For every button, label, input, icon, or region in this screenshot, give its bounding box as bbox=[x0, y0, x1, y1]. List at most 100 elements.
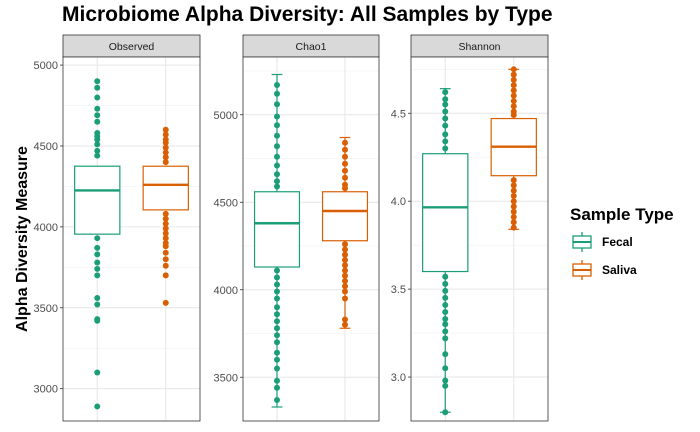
outlier-point-fecal bbox=[442, 89, 449, 96]
outlier-point-fecal bbox=[94, 105, 101, 112]
outlier-point-saliva bbox=[342, 267, 348, 274]
facet-label-chao1: Chao1 bbox=[296, 41, 327, 53]
outlier-point-fecal bbox=[442, 122, 449, 129]
outlier-point-saliva bbox=[342, 246, 348, 253]
outlier-point-saliva bbox=[342, 316, 348, 323]
outlier-point-fecal bbox=[274, 332, 280, 339]
outlier-point-saliva bbox=[162, 126, 169, 133]
outlier-point-saliva bbox=[342, 272, 348, 279]
outlier-point-saliva bbox=[342, 257, 348, 263]
outlier-point-fecal bbox=[274, 267, 280, 274]
outlier-point-fecal bbox=[94, 152, 101, 159]
outlier-point-fecal bbox=[274, 397, 280, 403]
y-tick-label: 4000 bbox=[34, 222, 58, 234]
y-tick-label: 4500 bbox=[214, 197, 238, 209]
outlier-point-saliva bbox=[162, 272, 169, 279]
outlier-point-saliva bbox=[162, 144, 169, 151]
outlier-point-fecal bbox=[442, 351, 449, 358]
outlier-point-saliva bbox=[162, 210, 169, 217]
y-tick-label: 5000 bbox=[214, 110, 238, 122]
outlier-point-fecal bbox=[442, 377, 449, 384]
box-fecal bbox=[74, 165, 121, 235]
outlier-point-fecal bbox=[442, 301, 449, 308]
outlier-point-fecal bbox=[442, 287, 449, 294]
outlier-point-saliva bbox=[162, 159, 169, 166]
outlier-point-saliva bbox=[510, 177, 517, 184]
outlier-point-saliva bbox=[342, 174, 348, 181]
outlier-point-fecal bbox=[94, 369, 101, 376]
y-tick-label: 4500 bbox=[34, 141, 58, 153]
outlier-point-fecal bbox=[274, 162, 280, 169]
outlier-point-fecal bbox=[274, 101, 280, 108]
outlier-point-fecal bbox=[274, 171, 280, 178]
outlier-point-saliva bbox=[342, 288, 348, 295]
outlier-point-fecal bbox=[274, 132, 280, 139]
panel-border bbox=[410, 56, 549, 422]
outlier-point-fecal bbox=[274, 178, 280, 185]
outlier-point-fecal bbox=[94, 112, 101, 119]
outlier-point-fecal bbox=[274, 318, 280, 325]
outlier-point-saliva bbox=[342, 160, 348, 167]
outlier-point-fecal bbox=[94, 235, 101, 242]
outlier-point-saliva bbox=[510, 66, 517, 73]
outlier-point-fecal bbox=[94, 301, 101, 308]
outlier-point-fecal bbox=[274, 153, 280, 160]
outlier-point-fecal bbox=[274, 339, 280, 346]
outlier-point-fecal bbox=[94, 118, 101, 125]
outlier-point-fecal bbox=[94, 251, 101, 258]
legend: Sample Type Fecal Saliva bbox=[570, 205, 674, 281]
outlier-point-saliva bbox=[510, 76, 517, 83]
outlier-point-fecal bbox=[274, 365, 280, 372]
outlier-point-fecal bbox=[94, 295, 101, 302]
box-saliva bbox=[142, 165, 189, 211]
legend-label-fecal: Fecal bbox=[602, 235, 633, 249]
outlier-point-saliva bbox=[162, 256, 169, 263]
outlier-point-fecal bbox=[94, 317, 101, 324]
outlier-point-saliva bbox=[510, 92, 517, 99]
y-tick-label: 3000 bbox=[34, 384, 58, 396]
outlier-point-fecal bbox=[94, 272, 101, 279]
outlier-point-fecal bbox=[442, 145, 449, 152]
outlier-point-saliva bbox=[510, 187, 517, 194]
facet-label-shannon: Shannon bbox=[458, 41, 500, 53]
outlier-point-fecal bbox=[442, 108, 449, 115]
box-fecal bbox=[422, 153, 469, 273]
outlier-point-fecal bbox=[274, 90, 280, 97]
outlier-point-saliva bbox=[510, 82, 517, 89]
outlier-point-fecal bbox=[274, 325, 280, 332]
outlier-point-fecal bbox=[94, 84, 101, 91]
outlier-point-fecal bbox=[274, 288, 280, 295]
outlier-point-saliva bbox=[342, 185, 348, 192]
legend-item-saliva: Saliva bbox=[570, 259, 674, 281]
box-saliva bbox=[321, 191, 369, 242]
outlier-point-saliva bbox=[162, 262, 169, 269]
outlier-point-fecal bbox=[442, 328, 449, 335]
outlier-point-saliva bbox=[510, 97, 517, 104]
outlier-point-saliva bbox=[510, 112, 517, 119]
outlier-point-fecal bbox=[442, 335, 449, 342]
outlier-point-saliva bbox=[342, 262, 348, 269]
outlier-point-saliva bbox=[162, 299, 169, 306]
outlier-point-saliva bbox=[342, 139, 348, 146]
y-tick-label: 4.0 bbox=[391, 196, 406, 208]
outlier-point-saliva bbox=[162, 225, 169, 232]
box-fecal bbox=[253, 191, 301, 268]
outlier-point-saliva bbox=[342, 251, 348, 258]
outlier-point-saliva bbox=[510, 214, 517, 221]
outlier-point-fecal bbox=[94, 78, 101, 85]
outlier-point-fecal bbox=[94, 147, 101, 154]
outlier-point-fecal bbox=[274, 274, 280, 281]
legend-item-fecal: Fecal bbox=[570, 231, 674, 253]
outlier-point-saliva bbox=[342, 295, 348, 302]
outlier-point-saliva bbox=[510, 71, 517, 78]
outlier-point-saliva bbox=[162, 215, 169, 222]
outlier-point-fecal bbox=[94, 259, 101, 266]
outlier-point-fecal bbox=[274, 384, 280, 391]
outlier-point-saliva bbox=[342, 153, 348, 160]
outlier-point-fecal bbox=[442, 294, 449, 301]
outlier-point-fecal bbox=[94, 244, 101, 251]
outlier-point-saliva bbox=[162, 139, 169, 146]
outlier-point-fecal bbox=[442, 273, 449, 280]
outlier-point-fecal bbox=[442, 131, 449, 138]
